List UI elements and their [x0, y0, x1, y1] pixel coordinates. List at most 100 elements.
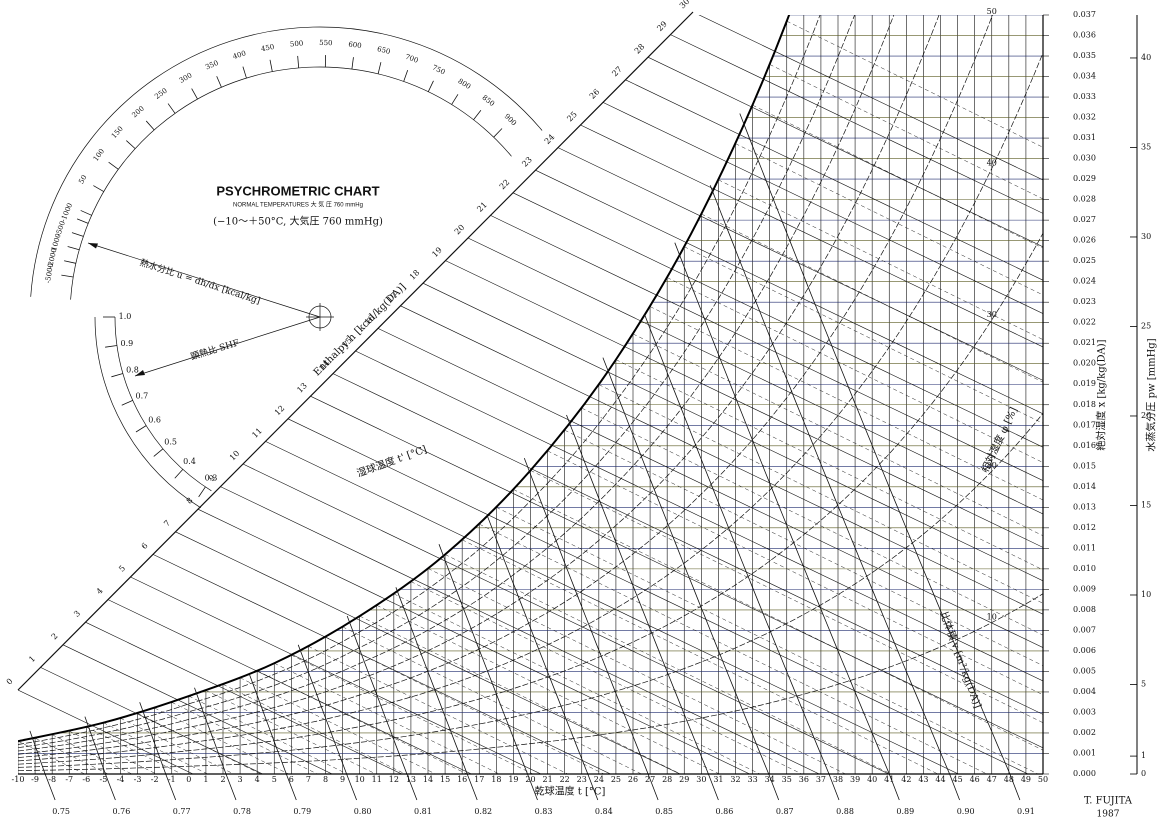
enthalpy-line — [18, 689, 194, 774]
y2-tick-label: 25 — [1141, 321, 1151, 330]
shf-tick-label: 0.3 — [205, 474, 218, 483]
x-tick-label: 39 — [850, 775, 860, 784]
y-tick-label: 0.034 — [1073, 72, 1096, 81]
saturation-curve — [18, 15, 791, 743]
y-tick-label: 0.014 — [1073, 482, 1096, 491]
protractor-tick — [351, 57, 354, 70]
x-tick-label: 20 — [525, 775, 535, 784]
shf-tick-label: 0.9 — [121, 339, 134, 348]
y-tick-label: 0.025 — [1073, 256, 1096, 265]
rh-curve — [18, 15, 856, 749]
y2-tick-label: 15 — [1141, 500, 1151, 509]
enthalpy-tick-label: 5 — [117, 564, 127, 574]
volume-line — [194, 687, 237, 801]
x-tick-label: 32 — [730, 775, 740, 784]
x-axis-label: 乾球温度 t [°C] — [535, 785, 606, 798]
shf-tick — [105, 345, 118, 348]
protractor-tick — [216, 76, 222, 88]
x-tick-label: 13 — [406, 775, 416, 784]
x-tick-label: 12 — [389, 775, 399, 784]
volume-tick-label: 0.76 — [113, 807, 131, 816]
chart-title: PSYCHROMETRIC CHART — [216, 183, 379, 198]
x-tick-label: 43 — [918, 775, 928, 784]
x-tick-label: 24 — [594, 775, 604, 784]
x-tick-label: 49 — [1021, 775, 1031, 784]
author: T. FUJITA — [1084, 796, 1133, 807]
x-tick-label: -3 — [134, 775, 142, 784]
y-tick-label: 0.022 — [1073, 318, 1096, 327]
volume-line — [674, 242, 900, 801]
x-tick-label: 45 — [952, 775, 962, 784]
y-tick-label: 0.017 — [1073, 420, 1096, 429]
wet-bulb-line — [154, 707, 289, 774]
volume-line — [523, 457, 659, 801]
protractor-tick-label: 0 — [65, 202, 74, 209]
rh-label: 30 — [987, 310, 997, 319]
wet-bulb-line — [649, 306, 1043, 501]
x-tick-label: 50 — [1038, 775, 1048, 784]
shf-tick-label: 0.7 — [135, 391, 148, 400]
protractor-tick — [297, 55, 300, 68]
protractor-tick — [61, 274, 74, 278]
x-tick-label: 5 — [272, 775, 277, 784]
enthalpy-line — [490, 215, 1043, 481]
wet-bulb-line — [18, 740, 85, 774]
volume-tick-label: 0.85 — [655, 807, 673, 816]
wet-bulb-line — [359, 615, 681, 774]
protractor-tick — [269, 59, 273, 72]
enthalpy-line — [107, 599, 472, 774]
enthalpy-tick-label: 0 — [5, 677, 15, 687]
y-tick-label: 0.036 — [1073, 31, 1096, 40]
y-tick-label: 0.037 — [1073, 10, 1096, 19]
enthalpy-line — [580, 124, 1043, 348]
enthalpy-line — [332, 373, 1043, 715]
y-tick-label: 0.018 — [1073, 400, 1096, 409]
wet-bulb-line — [188, 695, 348, 774]
enthalpy-line — [445, 260, 1043, 548]
y-tick-label: 0.020 — [1073, 359, 1096, 368]
volume-tick-label: 0.77 — [173, 807, 191, 816]
x-tick-label: 0 — [186, 775, 191, 784]
x-tick-label: 9 — [340, 775, 345, 784]
y2-tick-label: 35 — [1141, 142, 1151, 151]
protractor-tick-label: -5000 — [44, 263, 55, 284]
rh-curve — [18, 15, 993, 758]
enthalpy-line — [670, 34, 1043, 214]
shf-tick-label: 1.0 — [119, 312, 132, 321]
volume-tick-label: 0.79 — [293, 807, 311, 816]
volume-tick-label: 0.83 — [535, 807, 553, 816]
rh-curve — [18, 413, 1043, 768]
wet-bulb-line — [769, 64, 1043, 200]
y2-tick-label: 20 — [1141, 411, 1151, 420]
shf-outer-arc — [94, 316, 201, 509]
enthalpy-line — [512, 192, 1043, 448]
protractor-tick — [145, 120, 155, 131]
protractor-pointer — [134, 316, 321, 377]
y-tick-label: 0.003 — [1073, 707, 1096, 716]
enthalpy-tick-label: 1 — [27, 654, 37, 664]
protractor-tick — [80, 210, 92, 216]
wet-bulb-line — [718, 179, 1043, 340]
rh-curve — [18, 15, 940, 755]
volume-tick-label: 0.78 — [233, 807, 251, 816]
protractor-tick — [71, 232, 84, 237]
volume-tick-label: 0.91 — [1017, 807, 1035, 816]
protractor-tick-label: 50 — [77, 174, 88, 186]
wet-bulb-line — [615, 359, 1043, 571]
volume-line — [29, 730, 56, 801]
protractor-tick-label: 500 — [290, 39, 304, 48]
wet-bulb-line — [205, 690, 376, 774]
y-tick-label: 0.019 — [1073, 379, 1096, 388]
range-note: (−10～＋50°C, 大気圧 760 mmHg) — [213, 215, 383, 228]
y2-tick-label: 10 — [1141, 590, 1151, 599]
wet-bulb-line — [444, 554, 892, 774]
x-tick-label: 35 — [782, 775, 792, 784]
rh-label: 20 — [987, 461, 997, 470]
rh-label: 40 — [987, 158, 997, 167]
wet-bulb-line — [120, 718, 234, 774]
y-tick-label: 0.005 — [1073, 666, 1096, 675]
enthalpy-line — [130, 576, 542, 774]
y-tick-label: 0.032 — [1073, 113, 1096, 122]
y2-tick-label: 5 — [1141, 679, 1146, 688]
x-tick-label: 16 — [457, 775, 467, 784]
